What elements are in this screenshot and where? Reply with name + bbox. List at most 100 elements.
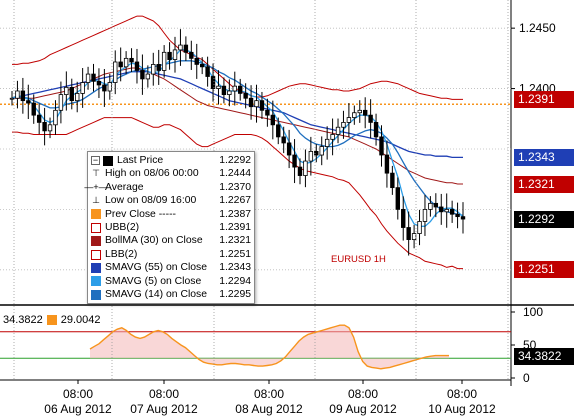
oscillator-value-a: 34.3822	[3, 314, 43, 326]
oscillator-value-b: 29.0042	[60, 314, 101, 326]
candle-body	[69, 86, 74, 102]
legend-marker-icon: ⊥	[92, 195, 100, 206]
candle-body	[26, 100, 31, 104]
candle-body	[216, 85, 221, 89]
candle-body	[15, 90, 20, 99]
candle-body	[352, 112, 357, 118]
legend-label: Last Price	[117, 155, 164, 166]
legend-marker-icon: —+—	[84, 181, 108, 192]
symbol-label: EURUSD 1H	[331, 254, 386, 265]
legend-row: − Last Price 1.2292	[91, 154, 251, 167]
oscillator-swatch-b	[46, 315, 57, 325]
legend-label: UBB(2)	[105, 222, 140, 234]
candle-body	[254, 100, 259, 108]
price-tag: 1.2251	[514, 260, 574, 278]
legend-value: 1.2294	[219, 275, 251, 287]
x-time-label: 08:00	[149, 387, 179, 401]
candle-body	[145, 73, 151, 80]
candle-body	[31, 102, 36, 116]
candle-body	[58, 94, 64, 111]
bollinger-lower-line	[12, 117, 463, 270]
chart-legend: − Last Price 1.2292 ⊤ High on 08/06 00:00 1.2…	[84, 151, 255, 305]
candle-body	[455, 213, 460, 218]
candle-body	[341, 122, 346, 128]
candle-body	[411, 233, 417, 240]
legend-label: SMAVG (14) on Close	[105, 289, 208, 301]
candle-body	[243, 93, 248, 99]
legend-row: ⊤ High on 08/06 00:00 1.2444	[91, 167, 251, 180]
legend-label: LBB(2)	[105, 248, 138, 260]
candle-body	[433, 202, 439, 208]
candle-body	[379, 136, 384, 156]
candle-body	[248, 97, 254, 108]
legend-row: SMAVG (5) on Close 1.2294	[91, 275, 251, 288]
bollinger-upper-line	[12, 15, 463, 100]
candle-body	[199, 64, 205, 68]
collapse-icon[interactable]: −	[91, 155, 100, 166]
legend-row: SMAVG (14) on Close 1.2295	[91, 288, 251, 301]
legend-row: ⊥ Low on 08/09 16:00 1.2267	[91, 194, 251, 207]
legend-value: 1.2370	[219, 181, 251, 193]
candle-body	[64, 86, 69, 96]
candle-body	[189, 51, 194, 59]
candle-body	[270, 114, 276, 126]
price-tag: 1.2321	[514, 176, 574, 194]
candle-body	[428, 202, 433, 210]
legend-value: 1.2251	[219, 248, 251, 260]
candle-body	[129, 57, 134, 63]
candle-body	[286, 142, 292, 156]
candle-body	[107, 82, 113, 92]
candle-body	[281, 136, 286, 144]
candle-body	[297, 166, 303, 176]
legend-marker-icon	[91, 249, 101, 260]
candle-body	[151, 64, 156, 75]
candle-body	[102, 84, 107, 92]
candle-body	[96, 80, 102, 86]
candle-body	[183, 44, 189, 53]
candle-body	[167, 51, 172, 60]
candle-body	[314, 150, 319, 156]
legend-label: BollMA (30) on Close	[105, 235, 203, 247]
candle-body	[362, 109, 368, 116]
candle-body	[156, 64, 161, 71]
candle-body	[324, 138, 330, 147]
oscillator-legend: 34.3822 29.0042	[3, 314, 101, 326]
x-time-label: 08:00	[63, 387, 93, 401]
candle-body	[161, 51, 167, 71]
candle-body	[47, 124, 53, 132]
price-tag: 1.2292	[514, 211, 574, 229]
oscillator-value-tag: 34.3822	[514, 347, 574, 365]
x-day-label: 09 Aug 2012	[329, 402, 397, 416]
legend-label: Low on 08/09 16:00	[105, 195, 197, 207]
candle-body	[42, 122, 47, 132]
legend-label: Average	[105, 181, 144, 193]
legend-value: 1.2295	[219, 289, 251, 301]
legend-value: 1.2387	[219, 208, 251, 220]
legend-row: LBB(2) 1.2251	[91, 248, 251, 261]
candle-body	[401, 208, 406, 228]
candle-body	[346, 117, 352, 123]
price-tag: 1.2343	[514, 149, 574, 167]
legend-marker-icon	[91, 209, 101, 220]
candle-body	[395, 187, 400, 210]
candle-body	[449, 208, 455, 215]
candle-body	[259, 100, 265, 111]
legend-label: SMAVG (55) on Close	[105, 262, 208, 274]
candle-body	[276, 124, 281, 138]
candle-body	[123, 57, 129, 68]
legend-label: High on 08/06 00:00	[105, 168, 199, 180]
candle-body	[232, 85, 237, 92]
legend-row: BollMA (30) on Close 1.2321	[91, 234, 251, 247]
candle-body	[210, 76, 216, 89]
sma-5-line	[11, 49, 464, 227]
candle-body	[205, 66, 210, 77]
x-day-label: 07 Aug 2012	[130, 402, 198, 416]
legend-marker-icon	[91, 262, 101, 273]
sma-14-line	[11, 60, 464, 217]
oscillator-line	[89, 324, 449, 370]
candle-body	[335, 126, 341, 135]
candle-body	[238, 85, 243, 94]
candle-body	[417, 221, 422, 234]
